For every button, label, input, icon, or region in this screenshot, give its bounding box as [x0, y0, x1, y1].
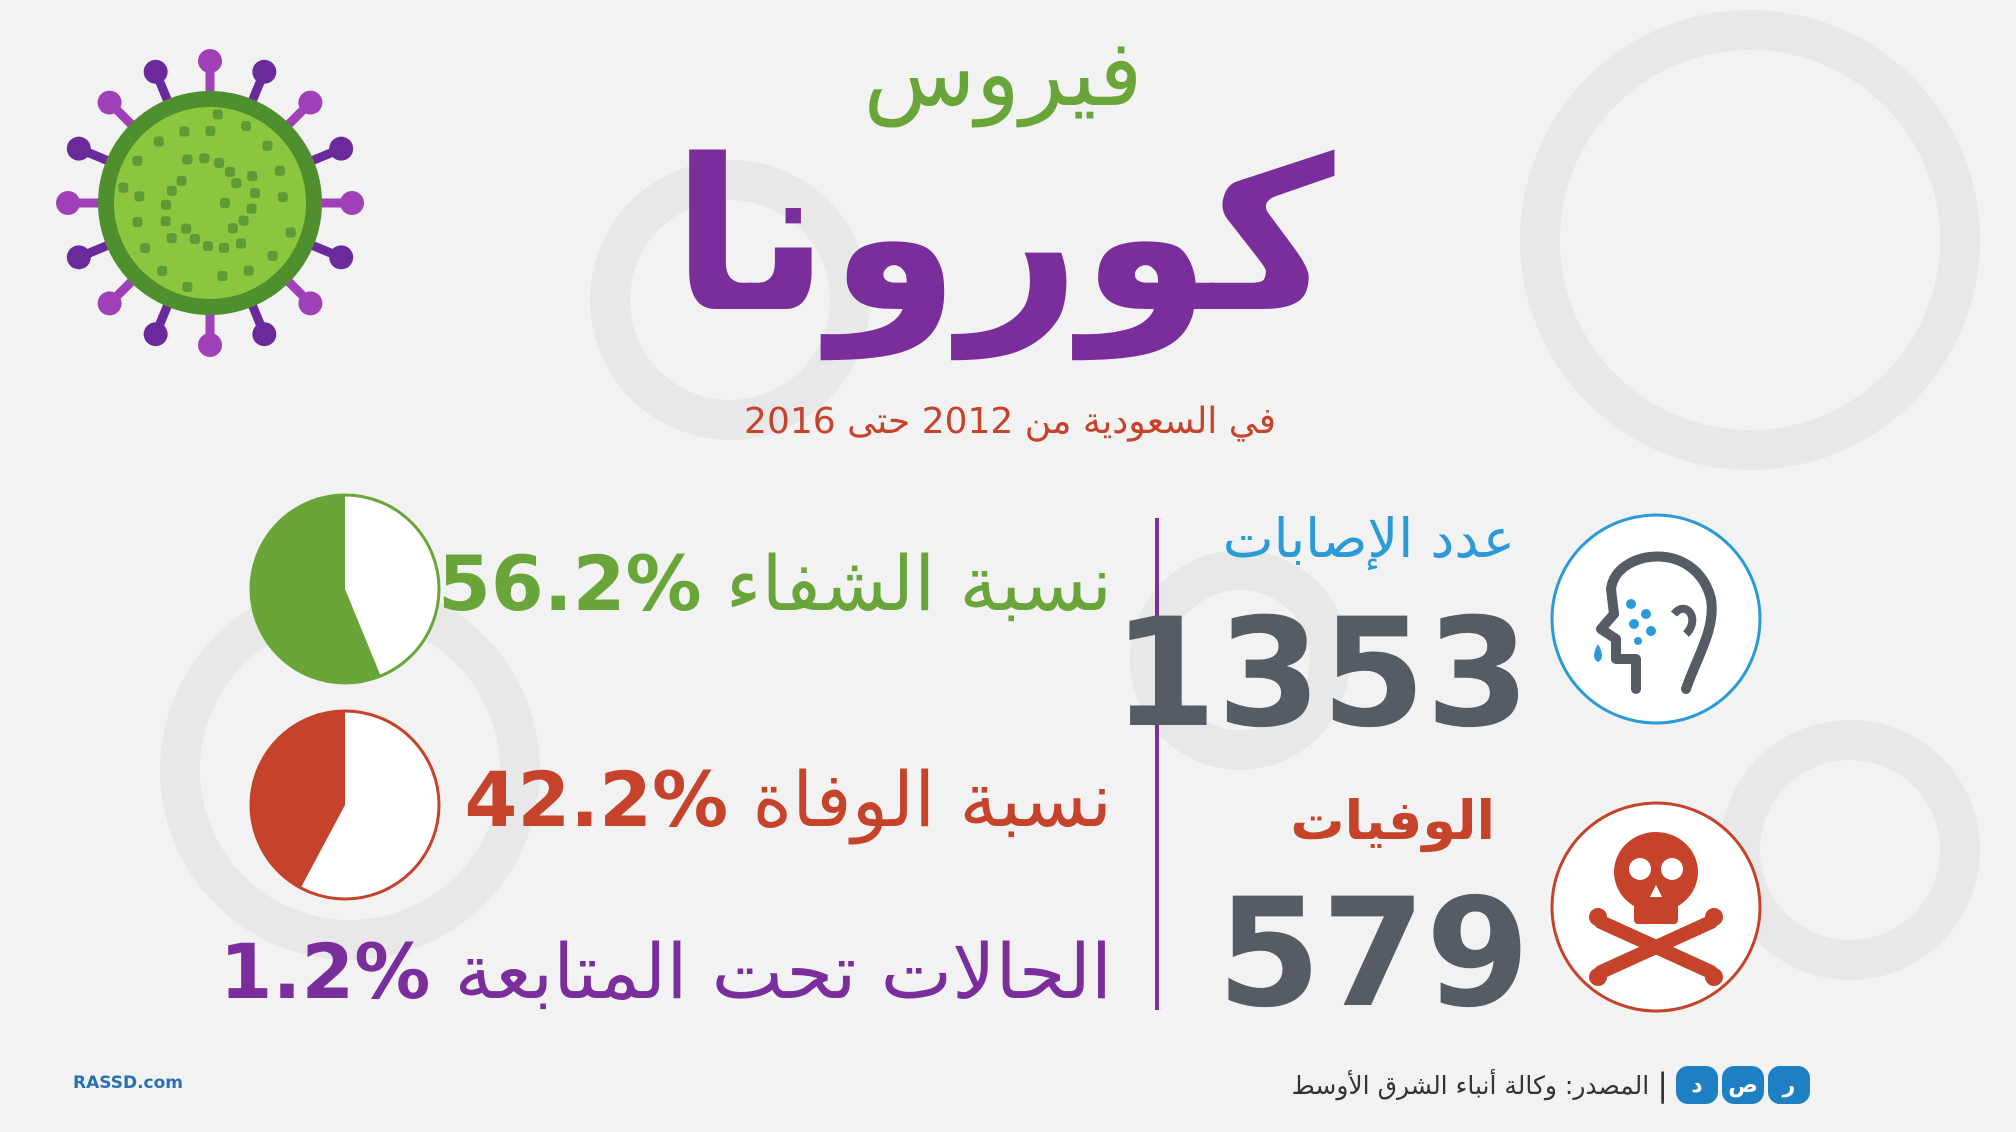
- virus-spot: [243, 265, 254, 276]
- follow-up-stat: الحالات تحت المتابعة 1.2%: [220, 928, 1112, 1015]
- virus-spot: [238, 215, 249, 226]
- virus-spot: [217, 270, 228, 281]
- follow-up-value: 1.2%: [219, 927, 431, 1016]
- virus-spot: [132, 155, 143, 166]
- virus-spike-tip: [66, 245, 91, 270]
- follow-up-label: الحالات تحت المتابعة: [454, 927, 1112, 1016]
- virus-spike-tip: [298, 291, 323, 316]
- pie-slice: [251, 495, 381, 683]
- virus-spot: [161, 199, 172, 210]
- virus-spike-tip: [340, 191, 364, 215]
- death-rate-label: نسبة الوفاة: [752, 755, 1112, 844]
- virus-spot: [219, 242, 230, 253]
- death-rate-stat: نسبة الوفاة 42.2%: [465, 756, 1112, 843]
- virus-spike-tip: [56, 191, 80, 215]
- virus-spot: [182, 282, 193, 293]
- logo-letter: ص: [1722, 1066, 1764, 1104]
- virus-spot: [212, 109, 223, 120]
- virus-spot: [241, 121, 252, 132]
- divider-line: [1155, 518, 1159, 1010]
- virus-spot: [246, 203, 257, 214]
- virus-spot: [236, 238, 247, 249]
- rassd-logo: د ص ر: [1676, 1066, 1810, 1104]
- virus-spike-tip: [198, 49, 222, 73]
- deaths-label: الوفيات: [1290, 789, 1495, 852]
- virus-spot: [231, 178, 242, 189]
- separator: |: [1657, 1066, 1668, 1104]
- virus-spot: [262, 140, 273, 151]
- virus-spot: [140, 243, 151, 254]
- title-virus: فيروس: [863, 20, 1143, 127]
- virus-spike-tip: [329, 136, 354, 161]
- virus-spot: [118, 182, 129, 193]
- virus-spike-tip: [97, 291, 122, 316]
- subtitle: في السعودية من 2012 حتى 2016: [744, 401, 1276, 442]
- title-corona: كورونا: [671, 114, 1335, 359]
- virus-spot: [166, 233, 177, 244]
- virus-spot: [267, 250, 278, 261]
- virus-spot: [214, 158, 225, 169]
- sick-person-icon: [1550, 513, 1762, 725]
- source-credit: د ص ر | المصدر: وكالة أنباء الشرق الأوسط: [1292, 1066, 1810, 1104]
- virus-spot: [176, 175, 187, 186]
- virus-spot: [220, 198, 230, 208]
- recovery-value: 56.2%: [437, 539, 702, 628]
- virus-spike-tip: [252, 322, 277, 347]
- deaths-value: 579: [1216, 867, 1530, 1041]
- virus-spike-tip: [329, 245, 354, 270]
- virus-spot: [285, 227, 296, 238]
- virus-spot: [132, 217, 143, 228]
- virus-spot: [225, 166, 236, 177]
- virus-spot: [274, 165, 285, 176]
- infections-label: عدد الإصابات: [1222, 507, 1515, 570]
- virus-spot: [179, 126, 190, 137]
- virus-spot: [199, 153, 210, 164]
- virus-spot: [277, 192, 288, 203]
- recovery-pie-chart: [249, 493, 441, 685]
- logo-letter: ر: [1768, 1066, 1810, 1104]
- virus-spike-tip: [298, 90, 323, 115]
- virus-spot: [189, 233, 200, 244]
- site-link[interactable]: RASSD.com: [73, 1073, 184, 1093]
- virus-spike-tip: [143, 59, 168, 84]
- recovery-stat: نسبة الشفاء 56.2%: [438, 540, 1112, 627]
- virus-spot: [160, 216, 171, 227]
- virus-spot: [153, 136, 164, 147]
- virus-spot: [134, 191, 145, 202]
- virus-spot: [205, 126, 216, 137]
- virus-spike-tip: [66, 136, 91, 161]
- virus-body-inner: [114, 107, 306, 299]
- virus-spike-tip: [198, 333, 222, 357]
- virus-spot: [227, 223, 238, 234]
- logo-letter: د: [1676, 1066, 1718, 1104]
- source-text: المصدر: وكالة أنباء الشرق الأوسط: [1291, 1070, 1650, 1100]
- death-rate-pie-chart: [249, 709, 441, 901]
- virus-spike-tip: [143, 322, 168, 347]
- pie-slice: [251, 711, 345, 888]
- death-rate-value: 42.2%: [464, 755, 729, 844]
- virus-spot: [157, 265, 168, 276]
- infections-value: 1353: [1112, 587, 1530, 761]
- virus-spike-tip: [252, 59, 277, 84]
- virus-spot: [181, 223, 192, 234]
- virus-icon: [56, 49, 364, 357]
- virus-spot: [202, 240, 213, 251]
- recovery-label: نسبة الشفاء: [725, 539, 1112, 628]
- virus-spot: [247, 171, 258, 182]
- virus-spot: [182, 154, 193, 165]
- virus-spot: [249, 188, 260, 199]
- virus-spot: [166, 185, 177, 196]
- virus-spike-tip: [97, 90, 122, 115]
- skull-crossbones-icon: [1550, 801, 1762, 1013]
